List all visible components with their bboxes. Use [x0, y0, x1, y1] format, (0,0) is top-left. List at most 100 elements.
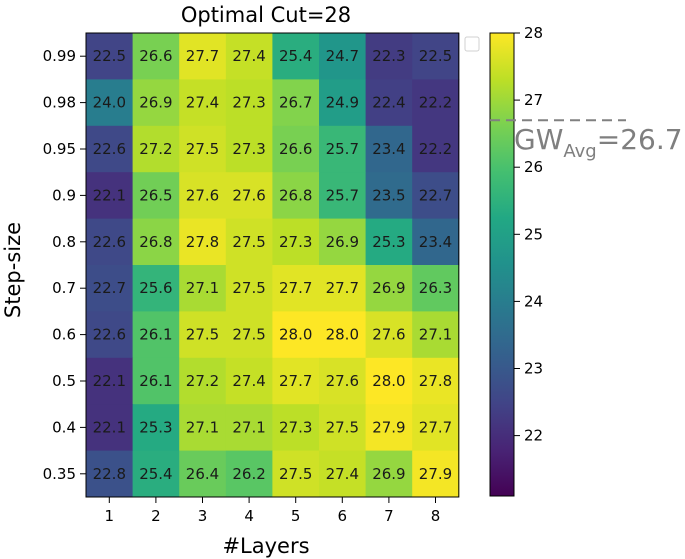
heatmap-cell — [272, 218, 320, 266]
colorbar-tick-label: 27 — [524, 91, 543, 109]
gw-label-main: GW — [514, 123, 563, 156]
heatmap-cell — [225, 79, 273, 127]
x-tick-label: 8 — [431, 507, 441, 525]
y-tick-label: 0.7 — [52, 279, 76, 297]
heatmap-cell — [225, 450, 273, 498]
colorbar: 22 23 24 25 26 27 28 — [489, 24, 543, 497]
heatmap-cell — [319, 125, 367, 173]
y-tick-label: 0.5 — [52, 372, 76, 390]
heatmap-cell — [272, 357, 320, 405]
heatmap-cell — [412, 404, 460, 452]
cell-value-label: 22.5 — [93, 47, 126, 65]
heatmap-cell — [132, 450, 180, 498]
heatmap-cell — [132, 33, 180, 80]
cell-value-label: 26.7 — [279, 94, 312, 112]
cell-value-label: 27.7 — [279, 372, 312, 390]
heatmap-cell — [225, 172, 273, 220]
heatmap-cell — [179, 265, 227, 312]
heatmap-cell — [132, 357, 180, 405]
heatmap-cell — [86, 218, 134, 266]
colorbar-tick-label: 23 — [524, 360, 543, 378]
heatmap-cell — [412, 172, 460, 220]
cell-value-label: 27.1 — [232, 418, 265, 436]
heatmap-cell — [365, 357, 413, 405]
heatmap-cell — [179, 357, 227, 405]
x-tick-label: 1 — [105, 507, 115, 525]
cell-value-label: 25.4 — [139, 465, 172, 483]
cell-value-label: 22.8 — [93, 465, 126, 483]
heatmap-cell — [319, 450, 367, 498]
heatmap-cell — [132, 172, 180, 220]
cell-value-label: 27.4 — [186, 94, 219, 112]
heatmap-cell — [179, 172, 227, 220]
cell-value-label: 28.0 — [326, 326, 359, 344]
colorbar-tick-label: 24 — [524, 292, 543, 310]
cell-value-label: 27.4 — [232, 47, 265, 65]
heatmap-cell — [272, 265, 320, 312]
cell-value-label: 25.3 — [372, 233, 405, 251]
chart-title: Optimal Cut=28 — [181, 3, 351, 27]
cell-value-label: 22.6 — [93, 326, 126, 344]
cell-value-label: 26.5 — [139, 186, 172, 204]
heatmap-cell — [272, 450, 320, 498]
cell-value-label: 22.6 — [93, 140, 126, 158]
heatmap-cell — [319, 357, 367, 405]
cell-value-label: 26.1 — [139, 372, 172, 390]
x-axis-label: #Layers — [222, 534, 309, 558]
cell-value-label: 27.7 — [419, 418, 452, 436]
heatmap-cell — [225, 311, 273, 359]
heatmap-cell — [86, 172, 134, 220]
x-tick-label: 6 — [338, 507, 348, 525]
heatmap-cell — [132, 265, 180, 312]
heatmap-cell — [179, 125, 227, 173]
cell-value-label: 27.5 — [186, 326, 219, 344]
heatmap-cell — [132, 404, 180, 452]
cell-value-label: 23.4 — [372, 140, 405, 158]
heatmap-cell — [272, 125, 320, 173]
heatmap-cell — [412, 450, 460, 498]
cell-value-label: 27.7 — [326, 279, 359, 297]
cell-value-label: 27.1 — [419, 326, 452, 344]
cell-value-label: 27.2 — [186, 372, 219, 390]
cell-value-label: 27.6 — [186, 186, 219, 204]
heatmap-cell — [412, 311, 460, 359]
cell-value-label: 22.1 — [93, 186, 126, 204]
heatmap-cell — [365, 172, 413, 220]
cell-value-label: 22.2 — [419, 94, 452, 112]
cell-value-label: 26.4 — [186, 465, 219, 483]
heatmap-cell — [365, 218, 413, 266]
heatmap-cell — [319, 265, 367, 312]
cell-value-label: 27.8 — [419, 372, 452, 390]
legend-box — [464, 36, 480, 52]
heatmap-cell — [365, 125, 413, 173]
cell-value-label: 27.3 — [232, 140, 265, 158]
x-tick-label: 7 — [384, 507, 394, 525]
cell-value-label: 22.1 — [93, 418, 126, 436]
gw-average-reference: GWAvg=26.7 — [490, 119, 683, 162]
heatmap-cell — [319, 33, 367, 80]
cell-value-label: 22.5 — [419, 47, 452, 65]
heatmap-cell — [365, 404, 413, 452]
x-axis-ticks: 1 2 3 4 5 6 7 8 — [105, 497, 441, 525]
y-tick-label: 0.6 — [52, 326, 76, 344]
cell-value-label: 22.3 — [372, 47, 405, 65]
y-axis-ticks: 0.99 0.98 0.95 0.9 0.8 0.7 0.6 0.5 0.4 0.35 — [43, 47, 86, 483]
cell-value-label: 25.6 — [139, 279, 172, 297]
heatmap-cell — [319, 218, 367, 266]
cell-value-label: 23.4 — [419, 233, 452, 251]
y-tick-label: 0.8 — [52, 233, 76, 251]
cell-value-label: 26.6 — [139, 47, 172, 65]
cell-value-label: 27.4 — [232, 372, 265, 390]
heatmap-cell — [132, 125, 180, 173]
heatmap-cell — [225, 33, 273, 80]
heatmap-cell — [86, 79, 134, 127]
cell-value-label: 22.7 — [419, 186, 452, 204]
heatmap-cell — [365, 79, 413, 127]
cell-value-label: 26.1 — [139, 326, 172, 344]
heatmap-cell — [319, 172, 367, 220]
heatmap-cell — [225, 404, 273, 452]
cell-value-label: 27.9 — [372, 418, 405, 436]
cell-value-label: 27.6 — [326, 372, 359, 390]
heatmap-cell — [179, 450, 227, 498]
